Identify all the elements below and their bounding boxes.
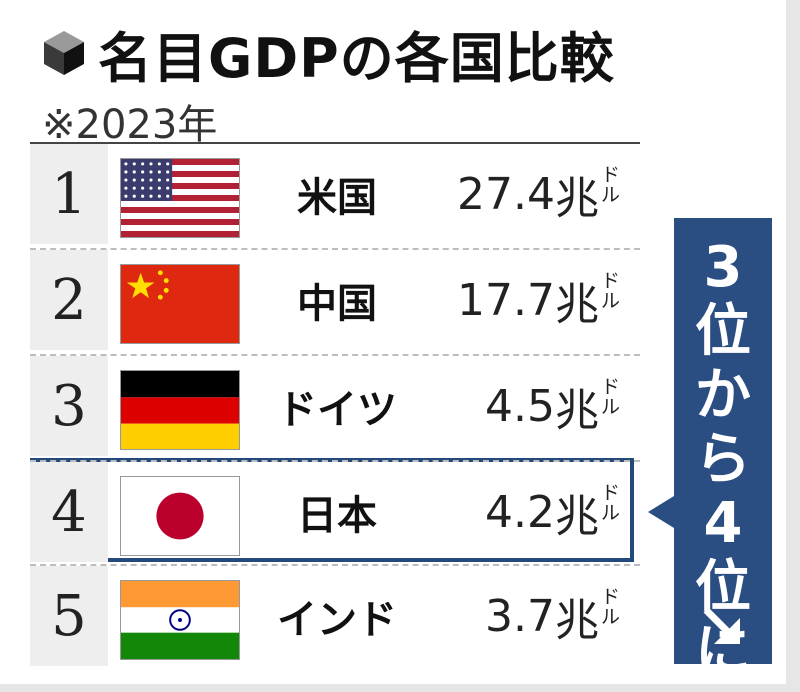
callout-char: ら xyxy=(695,427,751,492)
unit-dollar: ドル xyxy=(600,376,620,418)
title-row: 名目GDPの各国比較 xyxy=(42,18,615,90)
india-flag xyxy=(120,580,240,660)
unit-trillion: 兆 xyxy=(554,491,599,542)
rank-number: 5 xyxy=(30,566,108,666)
table-row: 2 中国 17.7 兆ドル xyxy=(30,248,640,350)
table-row: 4 日本 4.2 兆ドル xyxy=(30,460,640,562)
gdp-value: 3.7 兆ドル xyxy=(485,566,620,666)
gdp-value: 27.4 兆ドル xyxy=(457,144,620,244)
unit-dollar: ドル xyxy=(600,586,620,628)
country-name: インド xyxy=(277,597,397,643)
chart-subtitle: ※2023年 xyxy=(42,102,218,148)
rank-number: 1 xyxy=(30,144,108,244)
table-row: 3 ドイツ 4.5 兆ドル xyxy=(30,354,640,456)
unit-trillion: 兆 xyxy=(554,385,599,436)
unit-trillion: 兆 xyxy=(554,595,599,646)
callout-pointer xyxy=(648,496,674,528)
callout-char: 位 xyxy=(695,555,751,620)
germany-flag xyxy=(120,370,240,450)
gdp-value-number: 3.7 xyxy=(485,590,555,642)
japan-flag xyxy=(120,476,240,556)
rank-number: 4 xyxy=(30,462,108,562)
unit-dollar: ドル xyxy=(600,164,620,206)
country-name: 日本 xyxy=(297,493,377,539)
country-name: 米国 xyxy=(297,175,377,221)
country-name: 中国 xyxy=(297,281,377,327)
gdp-value-number: 27.4 xyxy=(457,168,555,220)
gdp-value: 17.7 兆ドル xyxy=(457,250,620,350)
rank-number: 3 xyxy=(30,356,108,456)
country-name: ドイツ xyxy=(277,387,397,433)
unit-dollar: ドル xyxy=(600,270,620,312)
callout-char: か xyxy=(695,363,751,428)
table-row: 5 インド 3.7 兆ドル xyxy=(30,564,640,666)
table-row: 1 米国 27.4 兆ドル xyxy=(30,142,640,244)
cube-icon xyxy=(44,31,84,75)
china-flag xyxy=(120,264,240,344)
unit-trillion: 兆 xyxy=(554,279,599,330)
callout-char: 3 xyxy=(703,235,743,300)
chart-title: 名目GDPの各国比較 xyxy=(98,26,615,90)
gdp-value: 4.5 兆ドル xyxy=(485,356,620,456)
callout-char: 位 xyxy=(695,299,751,364)
gdp-value-number: 17.7 xyxy=(457,274,555,326)
unit-trillion: 兆 xyxy=(554,173,599,224)
arrow-down-right-icon xyxy=(703,607,740,644)
gdp-value: 4.2 兆ドル xyxy=(485,462,620,562)
usa-flag xyxy=(120,158,240,238)
unit-dollar: ドル xyxy=(600,482,620,524)
gdp-value-number: 4.2 xyxy=(485,486,555,538)
callout-char: 4 xyxy=(703,491,743,556)
rank-number: 2 xyxy=(30,250,108,350)
gdp-value-number: 4.5 xyxy=(485,380,555,432)
